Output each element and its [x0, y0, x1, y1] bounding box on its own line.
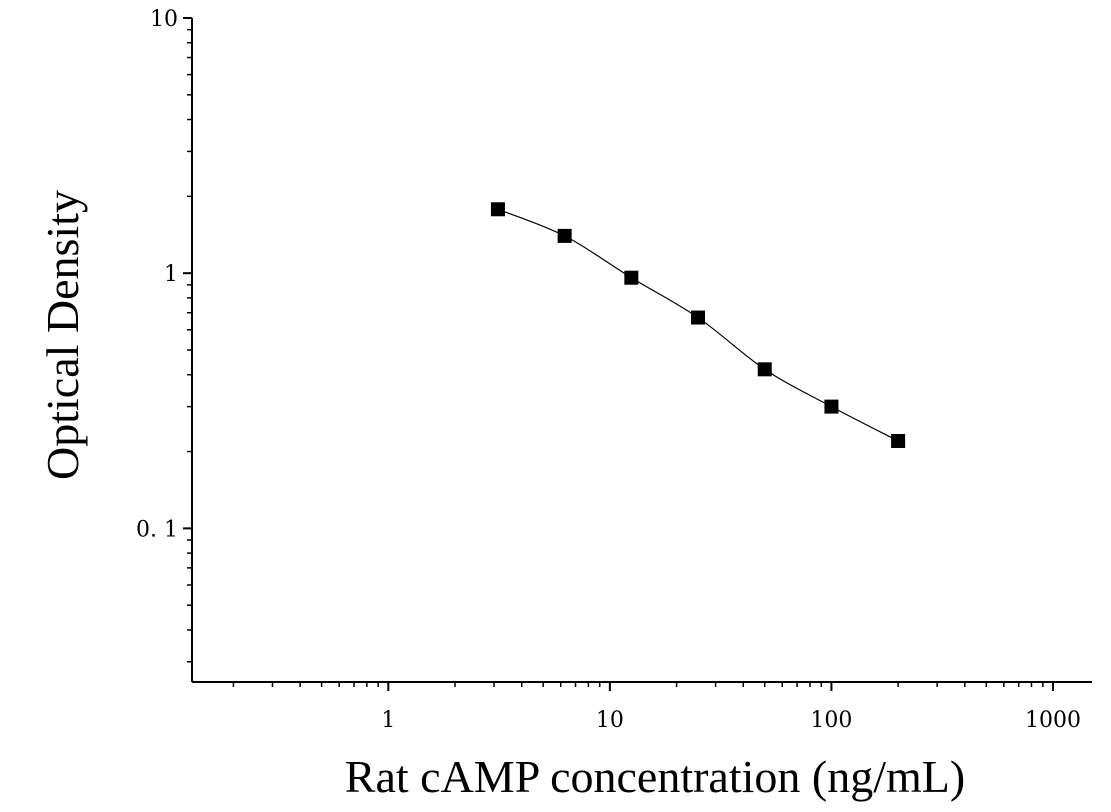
axes — [191, 18, 1092, 683]
data-points — [490, 202, 906, 448]
x-tick-label: 100 — [810, 708, 852, 733]
data-point — [824, 399, 839, 414]
data-point — [691, 310, 706, 325]
tick-labels: 1 10 100 1000 0. 1 1 10 — [136, 7, 1081, 733]
y-tick-label: 1 — [164, 262, 178, 287]
data-point — [624, 270, 639, 285]
y-tick-label: 0. 1 — [136, 517, 178, 542]
x-tick-label: 1000 — [1025, 708, 1081, 733]
x-axis-title: Rat cAMP concentration (ng/mL) — [345, 751, 965, 802]
x-tick-label: 10 — [596, 708, 624, 733]
data-point — [557, 228, 572, 243]
data-point — [891, 433, 906, 448]
data-point — [490, 202, 505, 217]
x-tick-label: 1 — [381, 708, 395, 733]
ticks — [183, 17, 1054, 691]
data-point — [757, 362, 772, 377]
y-axis-title: Optical Density — [37, 190, 88, 480]
y-tick-label: 10 — [150, 7, 178, 32]
